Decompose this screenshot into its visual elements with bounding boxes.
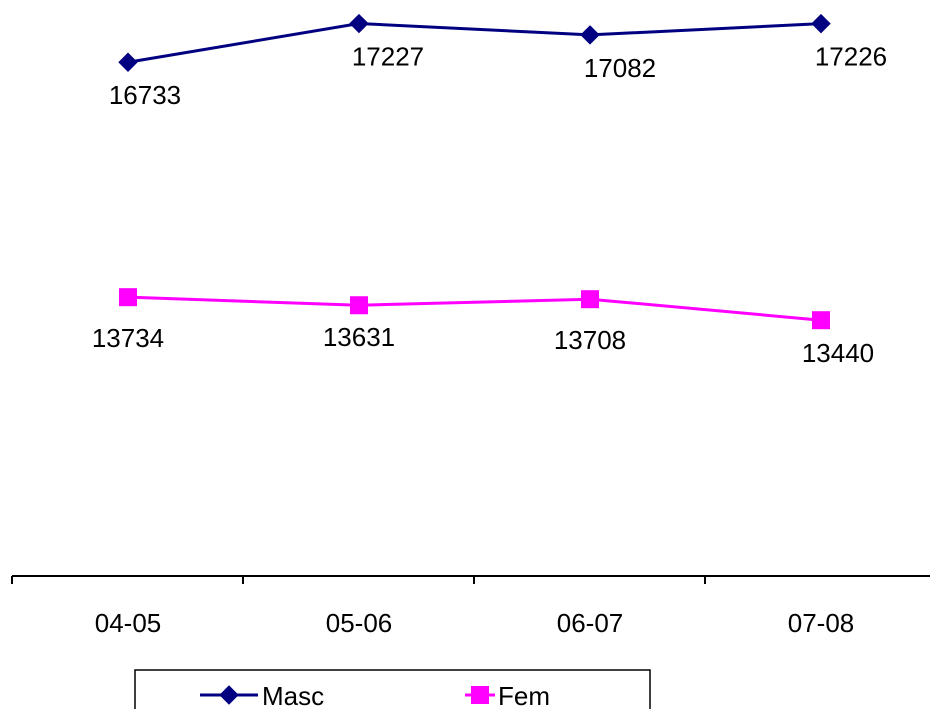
data-label-fem: 13708 — [554, 325, 626, 355]
plot-area: 16733 17227 17082 17226 13734 13631 13708 13440 — [92, 13, 887, 368]
data-point-fem — [350, 296, 368, 315]
data-point-fem — [581, 290, 599, 309]
data-point-masc — [349, 13, 369, 34]
x-tick-label: 04-05 — [95, 608, 162, 638]
x-tick-label: 06-07 — [557, 608, 624, 638]
legend-marker — [219, 685, 239, 705]
data-label-fem: 13440 — [802, 338, 874, 368]
legend-box — [134, 669, 651, 709]
x-tick-label: 07-08 — [788, 608, 855, 638]
data-label-masc: 17227 — [352, 42, 424, 72]
data-point-masc — [811, 13, 831, 34]
data-label-masc: 16733 — [109, 80, 181, 110]
legend-marker — [471, 686, 489, 704]
legend-label: Masc — [262, 681, 324, 709]
data-point-masc — [580, 25, 600, 45]
data-label-fem: 13631 — [323, 322, 395, 352]
data-label-masc: 17082 — [584, 53, 656, 83]
series-line-fem — [127, 295, 822, 322]
x-tick-label: 05-06 — [326, 608, 393, 638]
data-label-fem: 13734 — [92, 323, 164, 353]
series-line-masc — [127, 22, 822, 64]
x-axis: 04-05 05-06 06-07 07-08 — [11, 575, 930, 638]
legend: Masc Fem — [134, 669, 651, 709]
data-point-fem — [812, 311, 830, 330]
data-label-masc: 17226 — [815, 42, 887, 72]
legend-label: Fem — [498, 681, 550, 709]
data-point-fem — [119, 288, 137, 307]
data-point-masc — [118, 52, 138, 72]
